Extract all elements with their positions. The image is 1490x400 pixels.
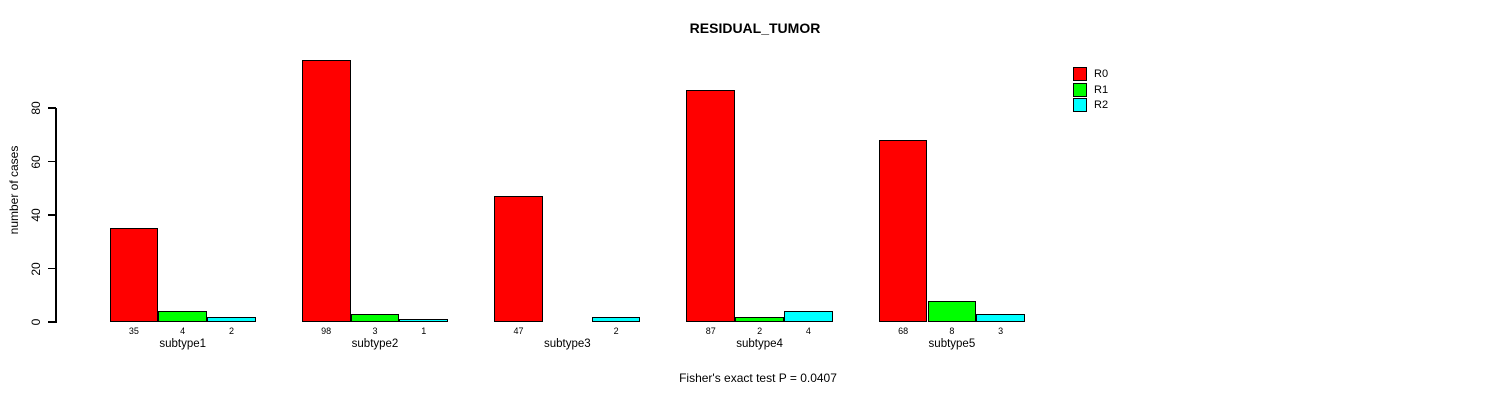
category-label: subtype3 bbox=[543, 338, 591, 350]
category-label: subtype1 bbox=[159, 338, 207, 350]
legend: R0 R1 R2 bbox=[1073, 67, 1108, 114]
bar-r0-subtype3 bbox=[494, 196, 543, 322]
bar-value-label: 47 bbox=[513, 326, 524, 336]
bar-value-label: 2 bbox=[613, 326, 619, 336]
bar-value-label: 1 bbox=[421, 326, 427, 336]
bar-r1-subtype5 bbox=[927, 300, 977, 322]
bar-r0-subtype5 bbox=[878, 140, 928, 322]
bar-r0-subtype4 bbox=[686, 89, 736, 322]
category-label: subtype2 bbox=[351, 338, 399, 350]
bar-r2-subtype4 bbox=[784, 311, 833, 322]
category-label: subtype4 bbox=[736, 338, 783, 350]
footnote: Fisher's exact test P = 0.0407 bbox=[679, 371, 837, 385]
chart-title: RESIDUAL_TUMOR bbox=[689, 20, 821, 36]
legend-item-r0: R0 bbox=[1073, 67, 1108, 81]
y-tick bbox=[48, 160, 56, 163]
y-tick-label: 20 bbox=[29, 261, 43, 276]
y-tick bbox=[48, 214, 56, 216]
legend-swatch-r2 bbox=[1073, 98, 1087, 112]
legend-label: R2 bbox=[1094, 99, 1109, 111]
bar-value-label: 4 bbox=[180, 326, 186, 336]
bar-value-label: 98 bbox=[321, 326, 332, 336]
bar-value-label: 3 bbox=[998, 326, 1004, 336]
y-tick bbox=[48, 267, 56, 270]
bar-value-label: 2 bbox=[228, 326, 235, 336]
bar-r2-subtype2 bbox=[399, 319, 449, 322]
legend-label: R0 bbox=[1094, 68, 1109, 80]
bar-r1-subtype2 bbox=[350, 313, 400, 322]
bar-value-label: 87 bbox=[705, 326, 716, 336]
legend-swatch-r1 bbox=[1073, 82, 1087, 97]
y-tick-label: 80 bbox=[29, 101, 43, 115]
y-tick-label: 60 bbox=[29, 154, 43, 169]
bar-r1-subtype4 bbox=[735, 316, 784, 322]
y-tick-label: 0 bbox=[29, 318, 43, 326]
legend-item-r1: R1 bbox=[1073, 82, 1109, 97]
bar-r2-subtype1 bbox=[207, 316, 256, 322]
y-tick-label: 40 bbox=[29, 208, 43, 222]
legend-item-r2: R2 bbox=[1073, 98, 1108, 112]
legend-label: R1 bbox=[1094, 83, 1109, 96]
bar-value-label: 3 bbox=[372, 326, 378, 336]
y-tick bbox=[48, 321, 56, 323]
legend-swatch-r0 bbox=[1073, 67, 1087, 81]
bar-r0-subtype2 bbox=[301, 60, 351, 322]
bar-r0-subtype1 bbox=[109, 228, 159, 322]
y-tick bbox=[48, 107, 56, 109]
category-label: subtype5 bbox=[928, 338, 976, 350]
bar-value-label: 68 bbox=[898, 326, 909, 336]
bar-value-label: 2 bbox=[757, 326, 763, 336]
bar-r1-subtype1 bbox=[158, 311, 208, 322]
bar-r2-subtype5 bbox=[976, 313, 1026, 322]
bar-value-label: 8 bbox=[949, 326, 955, 336]
bar-value-label: 4 bbox=[805, 326, 811, 336]
bar-r2-subtype3 bbox=[591, 316, 641, 322]
bar-value-label: 35 bbox=[128, 326, 139, 336]
